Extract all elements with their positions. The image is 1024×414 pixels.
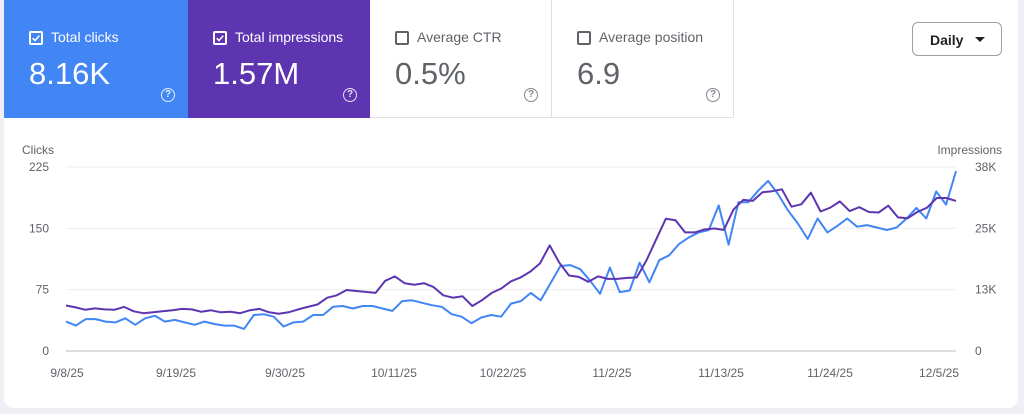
left-axis-title: Clicks [22,143,54,157]
y2-tick-label: 0 [975,344,982,358]
x-tick-label: 11/2/25 [592,366,631,380]
dropdown-arrow-icon [975,37,985,42]
total-impressions-card[interactable]: Total impressions 1.57M ? [188,0,370,118]
y-tick-label: 0 [42,344,49,358]
y2-tick-label: 13K [975,283,996,297]
metric-label: Average CTR [417,29,502,45]
metric-value: 8.16K [29,56,111,91]
y-tick-label: 150 [29,221,49,235]
x-tick-label: 11/13/25 [698,366,744,380]
y-tick-label: 75 [36,283,50,297]
help-icon[interactable]: ? [524,88,538,102]
metric-cards: Total clicks 8.16K ? Total impressions 1… [4,0,734,118]
x-tick-label: 10/22/25 [480,366,527,380]
impressions-series-line [65,188,957,315]
y2-tick-label: 38K [975,160,996,174]
x-tick-label: 9/8/25 [50,366,84,380]
metric-value: 6.9 [577,56,621,91]
help-icon[interactable]: ? [343,88,357,102]
help-icon[interactable]: ? [706,88,720,102]
checkbox-unchecked-icon[interactable] [395,31,409,45]
average-ctr-card[interactable]: Average CTR 0.5% ? [370,0,552,118]
clicks-series-line [65,170,957,330]
x-tick-label: 11/24/25 [807,366,853,380]
metric-label: Total clicks [51,29,119,45]
y2-tick-label: 25K [975,221,996,235]
metric-label: Total impressions [235,29,344,45]
x-tick-label: 10/11/25 [371,366,417,380]
checkbox-checked-icon[interactable] [213,31,227,45]
checkbox-unchecked-icon[interactable] [577,31,591,45]
checkbox-checked-icon[interactable] [29,31,43,45]
help-icon[interactable]: ? [161,88,175,102]
metric-value: 0.5% [395,56,466,91]
granularity-dropdown[interactable]: Daily [912,22,1002,56]
total-clicks-card[interactable]: Total clicks 8.16K ? [4,0,188,118]
x-tick-label: 9/19/25 [156,366,196,380]
x-tick-label: 9/30/25 [265,366,305,380]
average-position-card[interactable]: Average position 6.9 ? [552,0,734,118]
metric-label: Average position [599,29,704,45]
y-tick-label: 225 [29,160,49,174]
metric-value: 1.57M [213,56,300,91]
x-tick-label: 12/5/25 [919,366,959,380]
granularity-selected: Daily [930,32,964,48]
right-axis-title: Impressions [937,143,1002,157]
